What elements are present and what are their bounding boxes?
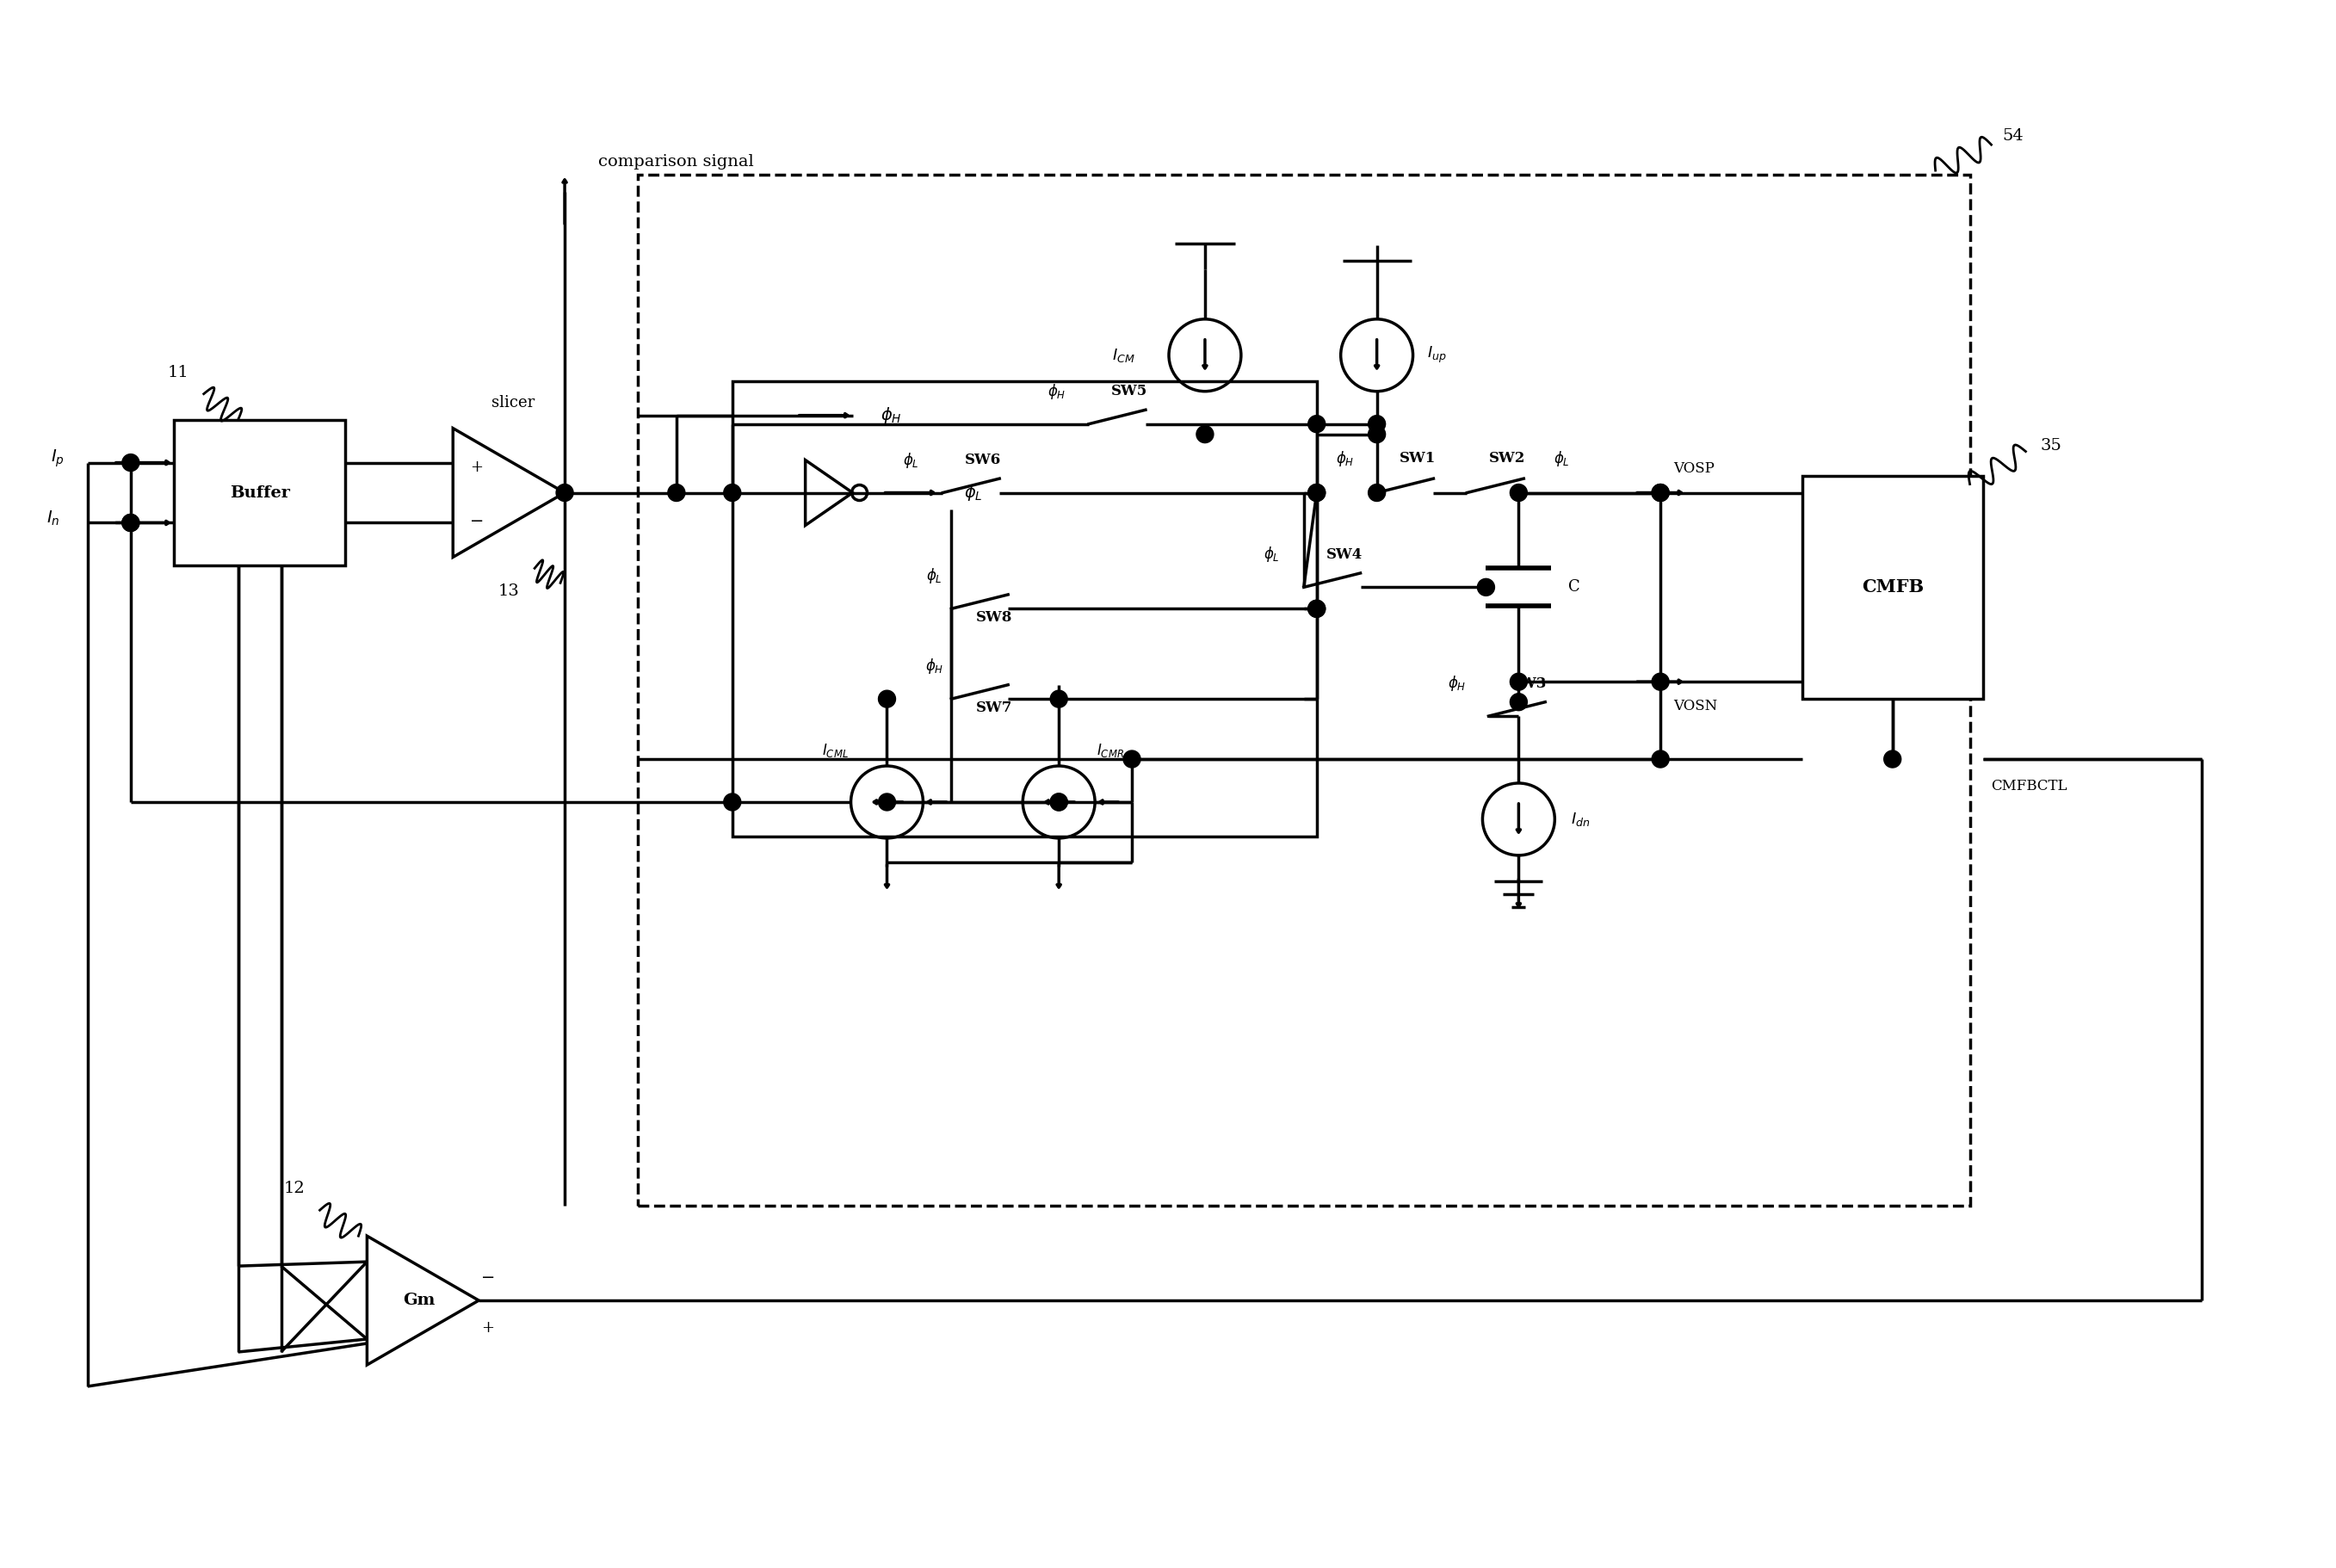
Bar [173, 420, 346, 566]
Circle shape [1509, 485, 1528, 502]
Text: 35: 35 [2042, 437, 2063, 453]
Text: SW7: SW7 [976, 701, 1011, 715]
Text: SW8: SW8 [976, 610, 1011, 624]
Text: $\phi_H$: $\phi_H$ [881, 406, 902, 425]
Text: $I_{CMR}$: $I_{CMR}$ [1096, 742, 1124, 759]
Circle shape [668, 485, 684, 502]
Text: $-$: $-$ [481, 1269, 495, 1284]
Circle shape [878, 690, 895, 707]
Circle shape [1308, 485, 1325, 502]
Circle shape [1051, 793, 1068, 811]
Circle shape [1308, 485, 1325, 502]
Text: $I_{CM}$: $I_{CM}$ [1112, 347, 1135, 364]
Circle shape [1652, 485, 1668, 502]
Text: comparison signal: comparison signal [598, 154, 755, 169]
Text: $I_{CML}$: $I_{CML}$ [822, 742, 848, 759]
Text: $I_n$: $I_n$ [47, 510, 61, 528]
Circle shape [1369, 425, 1385, 442]
Text: 12: 12 [283, 1181, 304, 1196]
Text: Gm: Gm [402, 1292, 434, 1308]
Text: $\phi_H$: $\phi_H$ [1448, 674, 1467, 693]
Text: CMFBCTL: CMFBCTL [1990, 779, 2067, 793]
Circle shape [878, 793, 895, 811]
Text: SW1: SW1 [1399, 452, 1434, 466]
Text: C: C [1567, 580, 1581, 594]
Circle shape [1308, 601, 1325, 618]
Text: $\phi_L$: $\phi_L$ [962, 483, 981, 503]
Text: Buffer: Buffer [229, 485, 290, 500]
Circle shape [1652, 751, 1668, 768]
Circle shape [724, 485, 741, 502]
Circle shape [556, 485, 572, 502]
Text: 13: 13 [498, 583, 519, 599]
Text: $I_{dn}$: $I_{dn}$ [1570, 811, 1591, 828]
Text: SW2: SW2 [1490, 452, 1525, 466]
Text: VOSN: VOSN [1673, 698, 1717, 713]
Text: $I_p$: $I_p$ [51, 448, 65, 469]
Text: SW3: SW3 [1511, 676, 1546, 691]
Circle shape [121, 455, 140, 472]
Circle shape [1652, 485, 1668, 502]
Text: $\phi_L$: $\phi_L$ [925, 566, 941, 585]
Circle shape [1124, 751, 1140, 768]
Text: $\phi_H$: $\phi_H$ [1049, 383, 1065, 401]
Text: SW5: SW5 [1112, 384, 1147, 398]
Text: VOSP: VOSP [1673, 461, 1715, 477]
Circle shape [1308, 416, 1325, 433]
Circle shape [1051, 793, 1068, 811]
Circle shape [1369, 485, 1385, 502]
Text: $-$: $-$ [470, 513, 484, 528]
Text: 11: 11 [168, 365, 189, 379]
Text: +: + [470, 459, 484, 475]
Text: $I_{up}$: $I_{up}$ [1427, 345, 1446, 365]
Circle shape [1652, 673, 1668, 690]
Circle shape [1509, 693, 1528, 710]
Text: $\phi_L$: $\phi_L$ [1264, 546, 1280, 564]
Text: CMFB: CMFB [1862, 579, 1923, 596]
Text: $\phi_H$: $\phi_H$ [925, 657, 944, 676]
Circle shape [121, 514, 140, 532]
Circle shape [1196, 425, 1212, 442]
Bar [1803, 475, 1983, 699]
Circle shape [1883, 751, 1902, 768]
Text: $\phi_H$: $\phi_H$ [1336, 448, 1355, 467]
Text: $\phi_L$: $\phi_L$ [1553, 448, 1570, 467]
Text: slicer: slicer [491, 395, 535, 411]
Circle shape [1509, 673, 1528, 690]
Bar [638, 174, 1969, 1206]
Bar [731, 381, 1318, 836]
Circle shape [1369, 416, 1385, 433]
Circle shape [1308, 601, 1325, 618]
Text: 54: 54 [2002, 129, 2023, 144]
Circle shape [724, 793, 741, 811]
Text: +: + [481, 1320, 493, 1336]
Text: SW4: SW4 [1327, 547, 1362, 561]
Circle shape [1051, 690, 1068, 707]
Circle shape [1476, 579, 1495, 596]
Text: SW6: SW6 [965, 453, 1002, 467]
Text: $\phi_L$: $\phi_L$ [904, 450, 918, 469]
Circle shape [121, 514, 140, 532]
